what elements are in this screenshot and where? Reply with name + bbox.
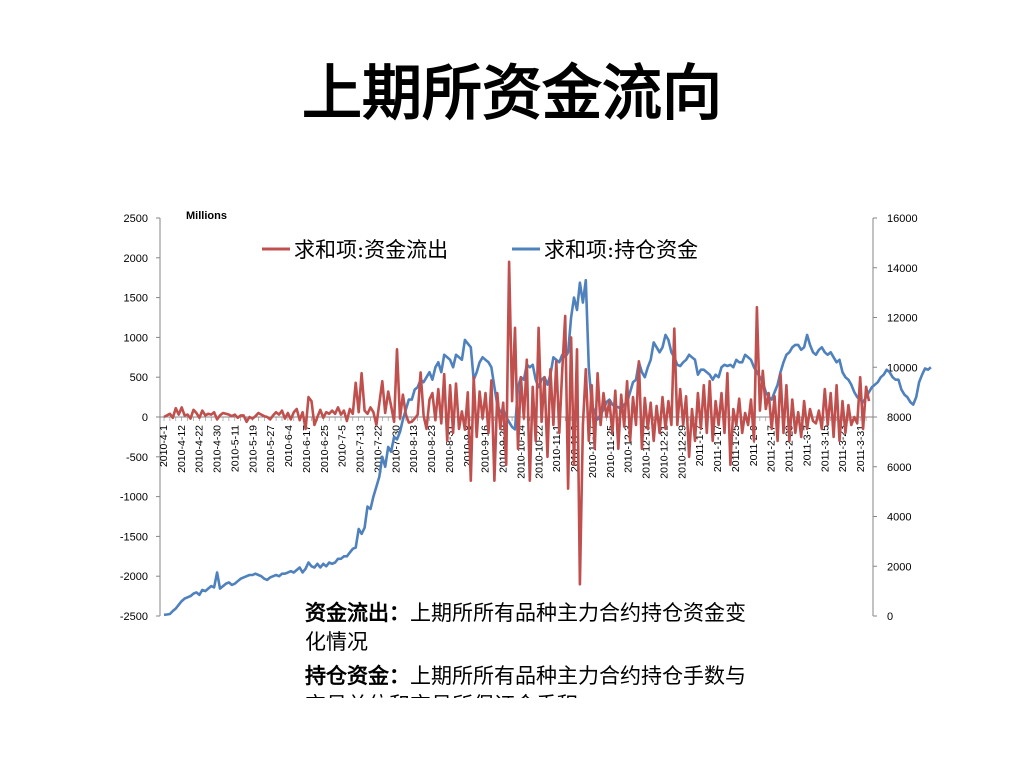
x-tick-label: 2010-5-11 bbox=[229, 425, 241, 472]
series-line-fund-outflow bbox=[163, 260, 871, 586]
right-tick-label: 12000 bbox=[887, 313, 918, 325]
x-tick-label: 2011-2-9 bbox=[748, 425, 760, 466]
left-tick-label: 2500 bbox=[124, 213, 148, 225]
right-tick-label: 4000 bbox=[887, 512, 911, 524]
legend-label: 求和项:资金流出 bbox=[294, 238, 448, 262]
series-layer bbox=[163, 260, 932, 617]
right-tick-label: 0 bbox=[887, 611, 893, 623]
right-tick-label: 14000 bbox=[887, 263, 918, 275]
left-y-axis: 2500 2000 1500 1000 500 0 -500 -1000 -1500 -2000 -… bbox=[120, 213, 161, 623]
x-tick-label: 2010-4-30 bbox=[212, 425, 224, 473]
x-tick-label: 2010-7-22 bbox=[372, 425, 384, 473]
x-tick-label: 2010-4-12 bbox=[176, 425, 188, 473]
x-tick-label: 2010-7-13 bbox=[355, 425, 367, 473]
right-tick-label: 6000 bbox=[887, 462, 911, 474]
x-tick-label: 2010-12-21 bbox=[658, 425, 670, 479]
x-tick-label: 2010-6-25 bbox=[319, 425, 331, 473]
left-tick-label: 0 bbox=[142, 412, 148, 424]
left-tick-label: -1000 bbox=[120, 492, 148, 504]
note-desc: 上期所所有品种主力合约持仓资金变化情况 bbox=[305, 601, 746, 654]
right-tick-label: 8000 bbox=[887, 412, 911, 424]
note-position-funds: 持仓资金：上期所所有品种主力合约持仓手数与交易单位和交易所保证金乘积 bbox=[305, 661, 755, 698]
left-tick-label: -2000 bbox=[120, 571, 148, 583]
x-tick-label: 2010-11-25 bbox=[605, 425, 617, 478]
note-term: 持仓资金： bbox=[305, 663, 410, 688]
right-tick-label: 2000 bbox=[887, 561, 911, 573]
x-tick-label: 2010-8-23 bbox=[426, 425, 438, 473]
legend: 求和项:资金流出 求和项:持仓资金 bbox=[262, 238, 698, 262]
x-tick-label: 2010-6-4 bbox=[283, 425, 295, 467]
left-tick-label: -500 bbox=[126, 452, 148, 464]
x-tick-label: 2010-4-1 bbox=[158, 425, 170, 467]
x-tick-label: 2011-2-23 bbox=[784, 425, 796, 472]
x-tick-label: 2010-6-17 bbox=[301, 425, 313, 473]
x-axis: 2010-4-1 2010-4-12 2010-4-22 2010-4-30 2010-… bbox=[158, 416, 873, 479]
x-tick-label: 2010-7-5 bbox=[337, 425, 349, 467]
left-tick-label: 1500 bbox=[124, 293, 148, 305]
left-tick-label: 2000 bbox=[124, 253, 148, 265]
left-tick-label: -2500 bbox=[120, 611, 148, 623]
slide-title: 上期所资金流向 bbox=[302, 59, 722, 129]
x-tick-label: 2011-1-17 bbox=[712, 425, 724, 472]
left-tick-label: -1500 bbox=[120, 531, 148, 543]
x-tick-label: 2011-3-31 bbox=[855, 425, 867, 472]
x-tick-label: 2010-11-1 bbox=[551, 425, 563, 472]
x-tick-label: 2010-9-16 bbox=[480, 425, 492, 473]
series-line-position-funds bbox=[163, 278, 932, 617]
right-tick-label: 16000 bbox=[887, 213, 918, 225]
unit-label: Millions bbox=[186, 210, 227, 222]
x-tick-label: 2010-8-13 bbox=[408, 425, 420, 473]
x-tick-label: 2011-3-7 bbox=[801, 425, 813, 466]
note-fund-outflow: 资金流出：上期所所有品种主力合约持仓资金变化情况 bbox=[305, 598, 755, 657]
note-desc: 上期所所有品种主力合约持仓手数与交易单位和交易所保证金乘积 bbox=[305, 664, 746, 698]
left-tick-label: 500 bbox=[130, 372, 148, 384]
x-tick-label: 2010-5-19 bbox=[247, 425, 259, 473]
left-tick-label: 1000 bbox=[124, 332, 148, 344]
x-tick-label: 2011-2-17 bbox=[766, 425, 778, 472]
x-tick-label: 2011-1-7 bbox=[694, 425, 706, 466]
x-tick-label: 2011-3-15 bbox=[819, 425, 831, 472]
right-tick-label: 10000 bbox=[887, 362, 918, 374]
note-term: 资金流出： bbox=[305, 600, 410, 625]
x-tick-label: 2010-5-27 bbox=[265, 425, 277, 473]
x-tick-label: 2010-4-22 bbox=[194, 425, 206, 473]
x-tick-label: 2010-12-29 bbox=[676, 425, 688, 479]
notes-box: 资金流出：上期所所有品种主力合约持仓资金变化情况 持仓资金：上期所所有品种主力合… bbox=[305, 598, 755, 698]
right-y-axis: 16000 14000 12000 10000 8000 6000 4000 2000 0 bbox=[872, 213, 918, 623]
legend-label: 求和项:持仓资金 bbox=[544, 238, 698, 262]
